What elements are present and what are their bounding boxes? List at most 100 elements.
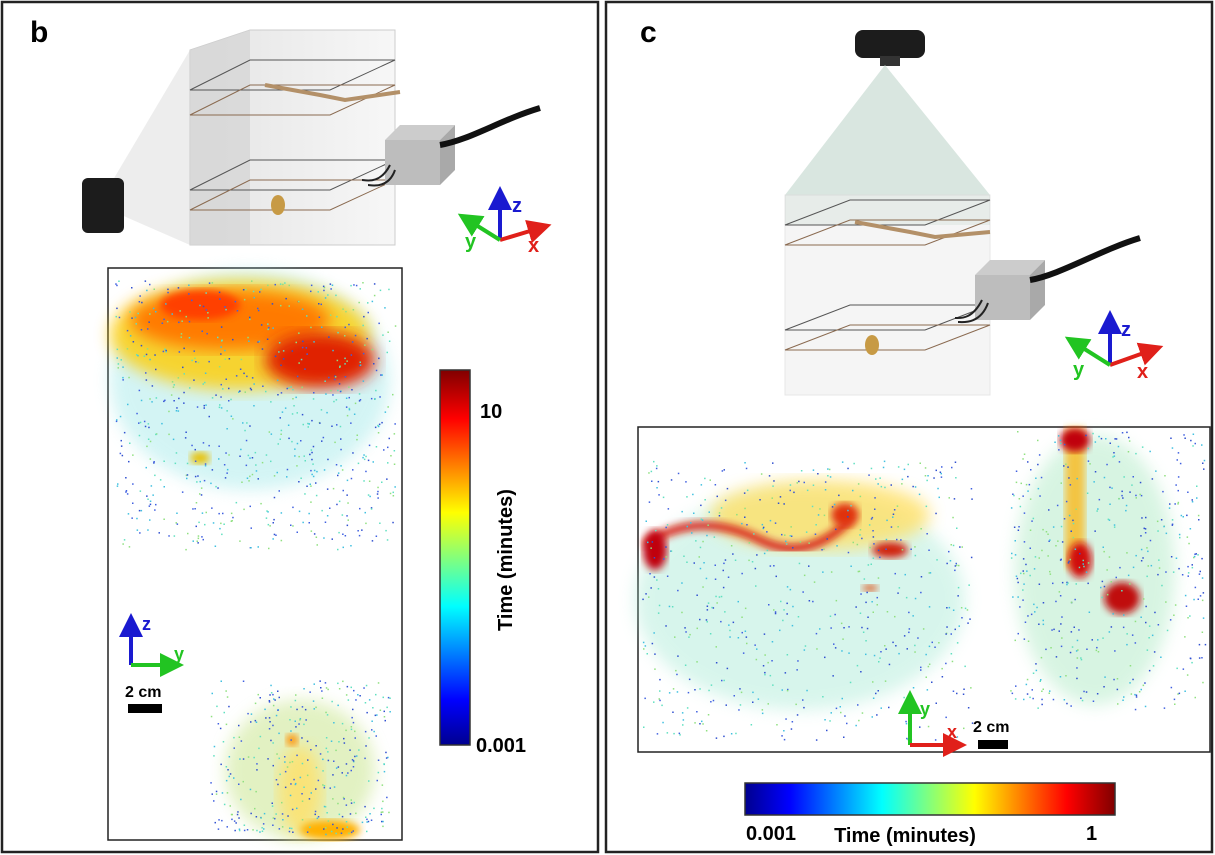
speckle — [1161, 585, 1163, 587]
speckle — [868, 474, 870, 476]
speckle — [693, 513, 695, 515]
speckle — [215, 486, 217, 488]
speckle — [1041, 691, 1043, 693]
speckle — [168, 535, 170, 537]
speckle — [790, 589, 792, 591]
speckle — [355, 737, 357, 739]
speckle — [351, 770, 353, 772]
speckle — [653, 632, 655, 634]
speckle — [284, 282, 286, 284]
speckle — [202, 512, 204, 514]
speckle — [238, 817, 240, 819]
speckle — [883, 467, 885, 469]
speckle — [704, 478, 706, 480]
speckle — [337, 803, 339, 805]
speckle — [386, 757, 388, 759]
speckle — [920, 592, 922, 594]
speckle — [927, 475, 929, 477]
speckle — [892, 642, 894, 644]
speckle — [220, 728, 222, 730]
speckle — [804, 575, 806, 577]
speckle — [869, 547, 871, 549]
speckle — [855, 725, 857, 727]
speckle — [1051, 629, 1053, 631]
speckle — [738, 709, 740, 711]
speckle — [257, 308, 259, 310]
speckle — [288, 438, 290, 440]
speckle — [325, 712, 327, 714]
speckle — [254, 808, 256, 810]
speckle — [1013, 495, 1015, 497]
speckle — [350, 285, 352, 287]
speckle — [1152, 478, 1154, 480]
speckle — [867, 617, 869, 619]
speckle — [677, 655, 679, 657]
speckle — [1095, 441, 1097, 443]
speckle — [118, 281, 120, 283]
speckle — [963, 694, 965, 696]
speckle — [1062, 582, 1064, 584]
speckle — [159, 532, 161, 534]
speckle — [1192, 567, 1194, 569]
speckle — [154, 289, 156, 291]
speckle — [239, 830, 241, 832]
speckle — [196, 502, 198, 504]
speckle — [155, 369, 157, 371]
speckle — [1103, 686, 1105, 688]
speckle — [812, 601, 814, 603]
speckle — [176, 410, 178, 412]
speckle — [1174, 704, 1176, 706]
speckle — [214, 746, 216, 748]
speckle — [237, 814, 239, 816]
speckle — [1179, 537, 1181, 539]
speckle — [195, 461, 197, 463]
speckle — [713, 700, 715, 702]
speckle — [962, 546, 964, 548]
speckle — [325, 827, 327, 829]
speckle — [229, 776, 231, 778]
speckle — [669, 606, 671, 608]
speckle — [1061, 482, 1063, 484]
speckle — [786, 603, 788, 605]
speckle — [898, 466, 900, 468]
speckle — [343, 738, 345, 740]
speckle — [1080, 698, 1082, 700]
speckle — [1123, 476, 1125, 478]
speckle — [852, 490, 854, 492]
speckle — [881, 707, 883, 709]
speckle — [1145, 606, 1147, 608]
speckle — [278, 733, 280, 735]
speckle — [164, 349, 166, 351]
speckle — [198, 538, 200, 540]
speckle — [716, 602, 718, 604]
speckle — [295, 726, 297, 728]
speckle — [797, 714, 799, 716]
speckle — [715, 565, 717, 567]
speckle — [961, 607, 963, 609]
speckle — [384, 711, 386, 713]
speckle — [846, 723, 848, 725]
speckle — [175, 463, 177, 465]
speckle — [322, 698, 324, 700]
speckle — [386, 478, 388, 480]
speckle — [343, 490, 345, 492]
speckle — [162, 323, 164, 325]
speckle — [345, 730, 347, 732]
speckle — [926, 480, 928, 482]
speckle — [315, 811, 317, 813]
speckle — [322, 784, 324, 786]
speckle — [857, 544, 859, 546]
speckle — [1121, 491, 1123, 493]
speckle — [209, 282, 211, 284]
speckle — [375, 694, 377, 696]
speckle — [886, 520, 888, 522]
speckle — [367, 302, 369, 304]
speckle — [222, 388, 224, 390]
speckle — [221, 681, 223, 683]
speckle — [663, 497, 665, 499]
speckle — [905, 574, 907, 576]
speckle — [1030, 548, 1032, 550]
speckle — [185, 432, 187, 434]
speckle — [763, 527, 765, 529]
speckle — [1141, 517, 1143, 519]
